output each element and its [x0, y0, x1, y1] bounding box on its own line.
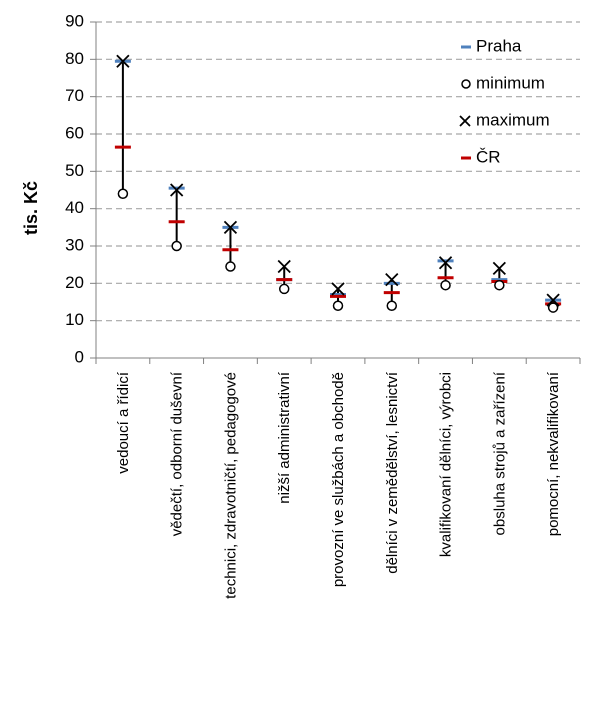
y-tick-label: 30: [65, 235, 84, 254]
maximum-marker-stroke: [331, 282, 345, 296]
y-tick-label: 90: [65, 11, 84, 30]
x-category-label: vedoucí a řídicí: [115, 371, 132, 474]
maximum-marker-stroke: [492, 261, 506, 276]
x-category-label: vědečtí, odborní duševní: [169, 371, 186, 536]
minimum-marker: [332, 300, 344, 311]
legend-marker-minimum: [461, 79, 471, 89]
maximum-marker: [170, 183, 184, 197]
x-category-label: provozní ve službách a obchodě: [330, 372, 347, 587]
y-tick-label: 40: [65, 198, 84, 217]
legend-marker-stroke: [459, 115, 471, 127]
maximum-marker: [438, 256, 453, 270]
y-tick-label: 0: [75, 347, 84, 366]
x-category-label: kvalifikovaní dělníci, výrobci: [438, 372, 455, 557]
minimum-marker: [225, 261, 236, 272]
y-tick-label: 60: [65, 123, 84, 142]
minimum-marker: [278, 283, 290, 295]
data-marks: [114, 54, 562, 313]
y-tick-label: 10: [65, 310, 84, 329]
maximum-marker-stroke: [277, 259, 291, 274]
minimum-marker: [171, 240, 182, 252]
x-category-label: dělníci v zemědělství, lesnictví: [384, 371, 401, 574]
maximum-marker: [546, 293, 560, 307]
maximum-marker-stroke: [170, 183, 184, 197]
legend-label: maximum: [476, 110, 550, 129]
axes: 0 10 20 30 40 50 60 70 80 90 vedoucí a řídicí vědeč…: [65, 11, 581, 599]
x-category-label: obsluha strojů a zařízení: [491, 371, 508, 535]
maximum-marker: [492, 261, 506, 276]
minimum-marker: [547, 302, 559, 313]
maximum-marker-stroke: [223, 220, 238, 234]
x-category-label: technici, zdravotničtí, pedagogové: [222, 372, 239, 599]
maximum-marker: [331, 282, 345, 296]
y-tick-label: 20: [65, 273, 84, 292]
y-axis-label: tis. Kč: [21, 181, 41, 235]
legend-label: Praha: [476, 36, 522, 55]
y-tick-label: 50: [65, 161, 84, 180]
legend: Praha minimum maximum ČR: [459, 36, 550, 166]
minimum-marker: [494, 279, 505, 291]
maximum-marker: [277, 259, 291, 274]
maximum-marker: [385, 272, 399, 287]
x-category-label: pomocní, nekvalifikovaní: [545, 371, 562, 536]
maximum-marker-stroke: [385, 272, 399, 287]
legend-label: ČR: [476, 147, 501, 166]
maximum-marker: [116, 54, 130, 68]
legend-label: minimum: [476, 73, 545, 92]
minimum-marker: [117, 188, 129, 199]
gridlines: [96, 21, 580, 322]
y-tick-label: 80: [65, 49, 84, 68]
maximum-marker-stroke: [438, 256, 453, 270]
maximum-marker-stroke: [116, 54, 130, 68]
x-category-label: nižší administrativní: [276, 371, 293, 504]
maximum-marker: [223, 220, 238, 234]
legend-marker-maximum: [459, 115, 471, 127]
maximum-marker-stroke: [546, 293, 560, 307]
y-tick-label: 70: [65, 86, 84, 105]
minimum-marker: [440, 279, 451, 291]
minimum-marker: [386, 300, 398, 311]
